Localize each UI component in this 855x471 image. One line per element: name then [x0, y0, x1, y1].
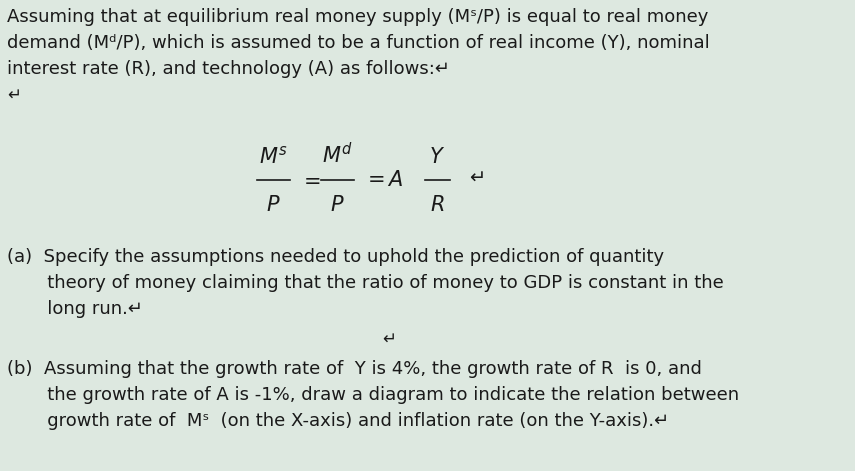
Text: $\mathit{P}$: $\mathit{P}$	[266, 195, 280, 215]
Text: $=$: $=$	[299, 170, 321, 190]
Text: demand (Mᵈ/P), which is assumed to be a function of real income (Y), nominal: demand (Mᵈ/P), which is assumed to be a …	[8, 34, 710, 52]
Text: growth rate of  Mˢ  (on the X-axis) and inflation rate (on the Y-axis).↵: growth rate of Mˢ (on the X-axis) and in…	[8, 412, 669, 430]
Text: $\mathit{Y}$: $\mathit{Y}$	[429, 147, 445, 167]
Text: ↵: ↵	[8, 86, 21, 104]
Text: the growth rate of A is -1%, draw a diagram to indicate the relation between: the growth rate of A is -1%, draw a diag…	[8, 386, 740, 404]
Text: (a)  Specify the assumptions needed to uphold the prediction of quantity: (a) Specify the assumptions needed to up…	[8, 248, 664, 266]
Text: $\mathit{M}^s$: $\mathit{M}^s$	[259, 145, 288, 167]
Text: (b)  Assuming that the growth rate of  Y is 4%, the growth rate of R  is 0, and: (b) Assuming that the growth rate of Y i…	[8, 360, 702, 378]
Text: $= \mathit{A}$: $= \mathit{A}$	[363, 170, 403, 190]
Text: $\mathit{R}$: $\mathit{R}$	[430, 195, 445, 215]
Text: long run.↵: long run.↵	[8, 300, 144, 318]
Text: ↵: ↵	[469, 169, 486, 187]
Text: $\mathit{M}^d$: $\mathit{M}^d$	[321, 142, 353, 167]
Text: theory of money claiming that the ratio of money to GDP is constant in the: theory of money claiming that the ratio …	[8, 274, 724, 292]
Text: $\mathit{P}$: $\mathit{P}$	[330, 195, 345, 215]
Text: ↵: ↵	[382, 330, 396, 348]
Text: Assuming that at equilibrium real money supply (Mˢ/P) is equal to real money: Assuming that at equilibrium real money …	[8, 8, 709, 26]
Text: interest rate (R), and technology (A) as follows:↵: interest rate (R), and technology (A) as…	[8, 60, 451, 78]
